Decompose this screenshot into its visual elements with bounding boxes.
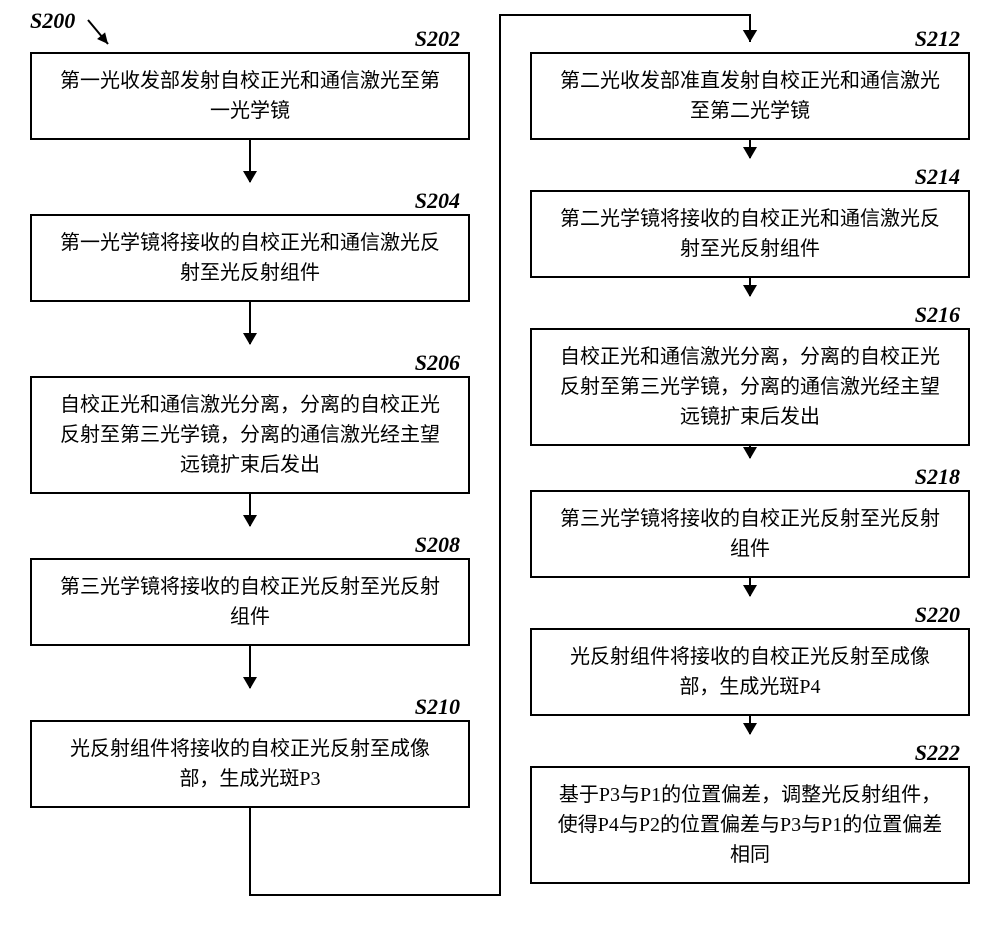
step-label: S218 [530,464,970,490]
step-label: S212 [530,26,970,52]
flowchart-step: 光反射组件将接收的自校正光反射至成像部，生成光斑P3 [30,720,470,808]
arrow-down-icon [249,302,251,344]
step-label: S216 [530,302,970,328]
flowchart-step: 第二光收发部准直发射自校正光和通信激光至第二光学镜 [530,52,970,140]
flowchart-step: 自校正光和通信激光分离，分离的自校正光反射至第三光学镜，分离的通信激光经主望远镜… [30,376,470,494]
arrow-down-icon [249,140,251,182]
step-label: S220 [530,602,970,628]
flowchart-step: 第一光学镜将接收的自校正光和通信激光反射至光反射组件 [30,214,470,302]
flowchart-container: S202第一光收发部发射自校正光和通信激光至第一光学镜 S204第一光学镜将接收的… [0,20,1000,930]
flowchart-step: 第二光学镜将接收的自校正光和通信激光反射至光反射组件 [530,190,970,278]
step-label: S222 [530,740,970,766]
step-label: S206 [30,350,470,376]
arrow-down-icon [749,716,751,734]
step-label: S204 [30,188,470,214]
step-label: S210 [30,694,470,720]
flowchart-step: 光反射组件将接收的自校正光反射至成像部，生成光斑P4 [530,628,970,716]
arrow-down-icon [749,278,751,296]
step-label: S214 [530,164,970,190]
arrow-down-icon [249,494,251,526]
arrow-down-icon [749,446,751,458]
flowchart-step: 第三光学镜将接收的自校正光反射至光反射组件 [30,558,470,646]
left-column: S202第一光收发部发射自校正光和通信激光至第一光学镜 S204第一光学镜将接收的… [30,20,470,930]
arrow-down-icon [749,578,751,596]
arrow-down-icon [249,646,251,688]
step-label: S202 [30,26,470,52]
flowchart-step: 第一光收发部发射自校正光和通信激光至第一光学镜 [30,52,470,140]
step-label: S208 [30,532,470,558]
flowchart-step: 自校正光和通信激光分离，分离的自校正光反射至第三光学镜，分离的通信激光经主望远镜… [530,328,970,446]
right-column: S212第二光收发部准直发射自校正光和通信激光至第二光学镜 S214第二光学镜将接… [530,20,970,930]
flowchart-step: 基于P3与P1的位置偏差，调整光反射组件，使得P4与P2的位置偏差与P3与P1的… [530,766,970,884]
arrow-down-icon [749,140,751,158]
flowchart-step: 第三光学镜将接收的自校正光反射至光反射组件 [530,490,970,578]
